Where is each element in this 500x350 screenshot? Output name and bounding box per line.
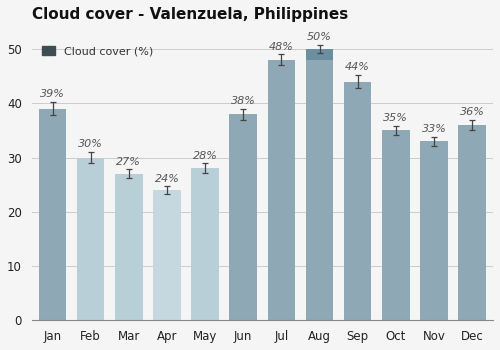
Text: 33%: 33% <box>422 124 446 134</box>
Bar <box>420 141 448 320</box>
Text: 44%: 44% <box>345 62 370 72</box>
Bar <box>306 49 333 60</box>
Text: 50%: 50% <box>307 32 332 42</box>
Bar <box>306 49 333 320</box>
Bar <box>382 131 409 320</box>
Bar <box>39 109 66 320</box>
Text: 38%: 38% <box>231 96 256 106</box>
Bar <box>268 60 295 320</box>
Bar <box>153 190 180 320</box>
Bar <box>192 168 219 320</box>
Text: 30%: 30% <box>78 139 103 149</box>
Legend: Cloud cover (%): Cloud cover (%) <box>37 42 158 61</box>
Bar <box>230 114 257 320</box>
Text: 24%: 24% <box>154 174 180 183</box>
Text: 36%: 36% <box>460 107 484 117</box>
Text: 27%: 27% <box>116 157 141 167</box>
Text: 48%: 48% <box>269 42 294 52</box>
Text: 35%: 35% <box>384 113 408 123</box>
Text: 39%: 39% <box>40 90 65 99</box>
Bar <box>115 174 142 320</box>
Text: 28%: 28% <box>192 151 218 161</box>
Bar <box>458 125 486 320</box>
Text: Cloud cover - Valenzuela, Philippines: Cloud cover - Valenzuela, Philippines <box>32 7 348 22</box>
Bar <box>344 82 372 320</box>
Bar <box>77 158 104 320</box>
